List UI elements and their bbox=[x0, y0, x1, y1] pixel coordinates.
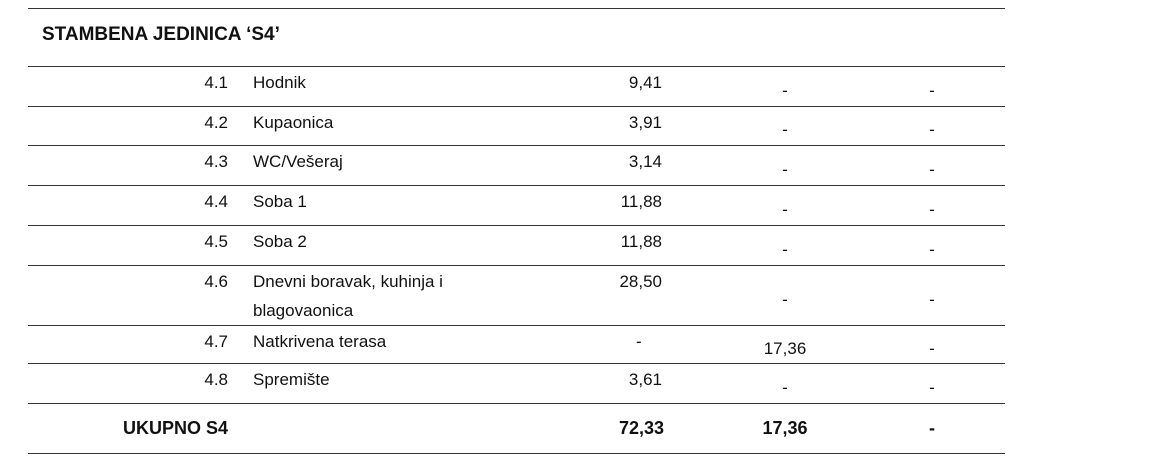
row-divider bbox=[28, 66, 1005, 67]
room-name: Dnevni boravak, kuhinja i blagovaonica bbox=[253, 272, 443, 320]
row-divider bbox=[28, 403, 1005, 404]
other-area: - bbox=[929, 239, 935, 259]
room-name: Soba 1 bbox=[253, 192, 307, 211]
room-name: Soba 2 bbox=[253, 232, 307, 251]
room-name: Natkrivena terasa bbox=[253, 332, 387, 351]
item-number: 4.4 bbox=[204, 192, 228, 211]
item-number: 4.7 bbox=[204, 332, 228, 351]
other-area: - bbox=[929, 199, 935, 219]
room-name: Spremište bbox=[253, 370, 330, 389]
room-name: WC/Vešeraj bbox=[253, 152, 343, 171]
covered-area: - bbox=[782, 159, 788, 179]
covered-area: - bbox=[782, 377, 788, 397]
row-divider bbox=[28, 325, 1005, 326]
area-value: 3,91 bbox=[628, 113, 662, 132]
room-name: Hodnik bbox=[253, 73, 306, 92]
other-area: - bbox=[929, 80, 935, 100]
room-name: Kupaonica bbox=[253, 113, 334, 132]
row-divider bbox=[28, 106, 1005, 107]
area-value: 28,50 bbox=[619, 272, 662, 291]
area-value: 11,88 bbox=[620, 192, 662, 211]
total-area: 72,33 bbox=[618, 418, 664, 438]
item-number: 4.5 bbox=[204, 232, 228, 251]
covered-area: 17,36 bbox=[763, 338, 807, 358]
covered-area: - bbox=[782, 120, 788, 139]
total-covered: 17,36 bbox=[762, 418, 808, 438]
item-number: 4.3 bbox=[204, 152, 228, 171]
row-divider bbox=[28, 8, 1005, 9]
other-area: - bbox=[929, 377, 935, 397]
other-area: - bbox=[929, 159, 935, 179]
row-divider bbox=[28, 265, 1005, 266]
covered-area: - bbox=[782, 80, 788, 100]
row-divider bbox=[28, 185, 1005, 186]
total-label: UKUPNO S4 bbox=[122, 418, 228, 438]
area-value: 11,88 bbox=[620, 232, 662, 251]
row-divider bbox=[28, 363, 1005, 364]
other-area: - bbox=[929, 338, 935, 358]
covered-area: - bbox=[782, 199, 788, 219]
covered-area: - bbox=[782, 239, 788, 259]
area-value: 3,14 bbox=[628, 152, 662, 171]
item-number: 4.8 bbox=[204, 370, 228, 389]
item-number: 4.2 bbox=[204, 113, 228, 132]
table-title: STAMBENA JEDINICA ‘S4’ bbox=[42, 24, 280, 45]
area-value: - bbox=[636, 332, 642, 351]
covered-area: - bbox=[782, 289, 788, 309]
area-value: 9,41 bbox=[628, 73, 662, 92]
total-other: - bbox=[929, 418, 935, 438]
other-area: - bbox=[929, 289, 935, 309]
item-number: 4.1 bbox=[204, 73, 228, 92]
area-value: 3,61 bbox=[628, 370, 662, 389]
row-divider bbox=[28, 145, 1005, 146]
row-divider bbox=[28, 453, 1005, 454]
other-area: - bbox=[929, 120, 935, 139]
row-divider bbox=[28, 225, 1005, 226]
item-number: 4.6 bbox=[204, 272, 228, 291]
